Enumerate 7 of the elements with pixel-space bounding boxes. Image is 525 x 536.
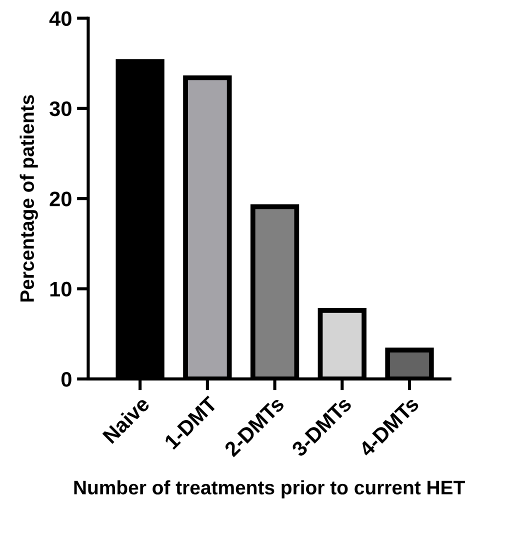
y-tick-label: 30: [50, 101, 72, 116]
y-tick-label: 20: [50, 192, 72, 206]
y-tick-label: 10: [50, 282, 72, 297]
y-tick-label: 40: [49, 11, 72, 26]
y-tick-label: 0: [61, 372, 72, 387]
y-axis-title: Percentage of patients: [20, 95, 38, 302]
x-axis-title: Number of treatments prior to current HET: [74, 480, 465, 498]
